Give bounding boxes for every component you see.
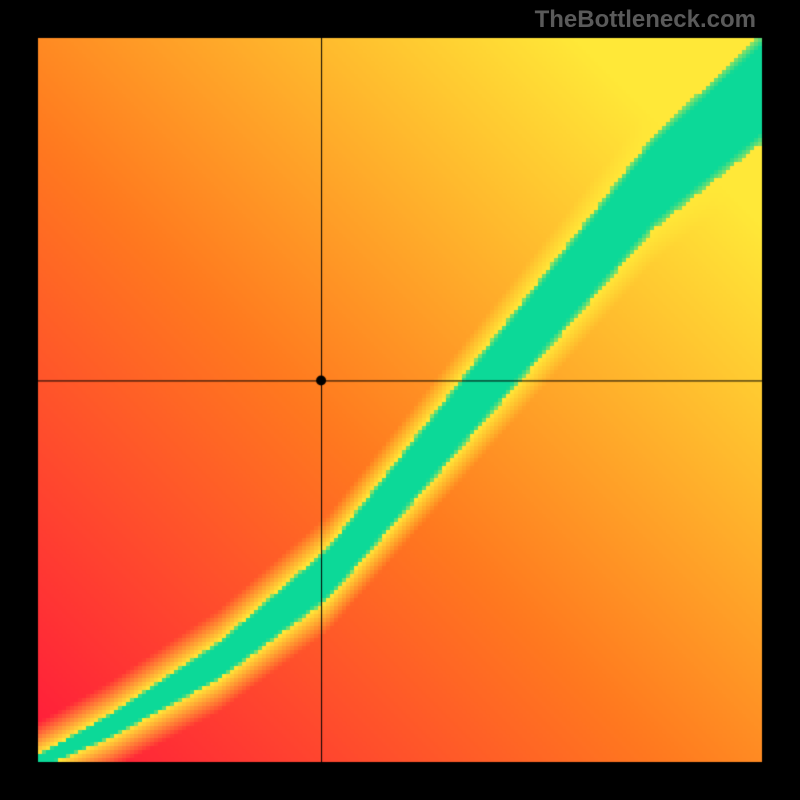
chart-container: { "watermark": { "text": "TheBottleneck.… [0,0,800,800]
heatmap-canvas [0,0,800,800]
watermark-text: TheBottleneck.com [535,6,756,34]
